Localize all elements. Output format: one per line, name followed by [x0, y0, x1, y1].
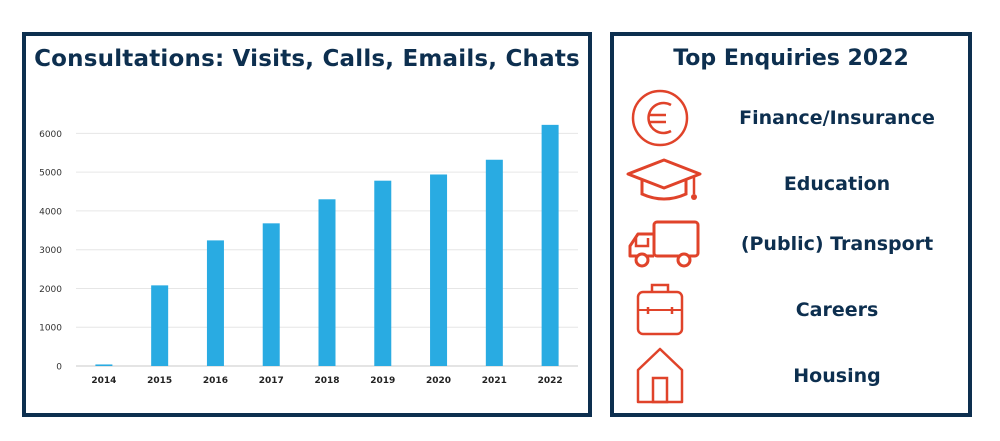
truck-icon — [628, 220, 700, 268]
bar — [541, 124, 559, 367]
bar-chart: 0 1000 2000 3000 4000 5000 6000 2014 2015 2016 201… — [39, 124, 578, 386]
enquiry-label: (Public) Transport — [740, 233, 934, 255]
bar — [95, 364, 113, 366]
euro-icon — [631, 89, 689, 147]
x-tick-label: 2014 — [91, 376, 116, 386]
bar — [318, 199, 336, 366]
x-tick-label: 2017 — [259, 376, 284, 386]
enquiry-item-careers: Careers — [614, 280, 968, 340]
x-tick-label: 2019 — [370, 376, 395, 386]
bar — [151, 285, 169, 366]
bar — [262, 223, 280, 366]
briefcase-icon — [636, 283, 684, 336]
bar — [430, 174, 448, 366]
enquiries-title: Top Enquiries 2022 — [673, 46, 909, 71]
bar — [206, 240, 224, 366]
bar — [374, 180, 392, 366]
enquiry-item-housing: Housing — [614, 346, 968, 406]
chart-panel: Consultations: Visits, Calls, Emails, Ch… — [22, 32, 592, 417]
y-tick-label: 1000 — [39, 324, 62, 334]
enquiry-label: Education — [783, 173, 891, 195]
x-tick-label: 2020 — [426, 376, 451, 386]
enquiry-label: Finance/Insurance — [739, 107, 935, 129]
x-tick-label: 2016 — [203, 376, 228, 386]
enquiry-item-education: Education — [614, 154, 968, 214]
bar — [485, 159, 503, 366]
y-tick-label: 4000 — [39, 207, 62, 217]
y-tick-label: 2000 — [39, 285, 62, 295]
enquiry-item-transport: (Public) Transport — [614, 214, 968, 274]
enquiry-label: Careers — [795, 299, 879, 321]
x-tick-label: 2015 — [147, 376, 172, 386]
y-tick-label: 6000 — [39, 130, 62, 140]
y-tick-label: 0 — [56, 363, 62, 373]
enquiry-label: Housing — [793, 365, 881, 387]
y-tick-label: 3000 — [39, 246, 62, 256]
x-tick-label: 2018 — [314, 376, 339, 386]
chart-title: Consultations: Visits, Calls, Emails, Ch… — [34, 46, 580, 72]
graduation-cap-icon — [626, 158, 702, 201]
enquiry-item-finance: Finance/Insurance — [614, 88, 968, 148]
y-tick-label: 5000 — [39, 169, 62, 179]
top-enquiries-panel: Top Enquiries 2022 Finance/Insurance Edu… — [610, 32, 972, 417]
x-tick-label: 2021 — [482, 376, 507, 386]
house-icon — [636, 347, 684, 404]
x-tick-label: 2022 — [538, 376, 563, 386]
